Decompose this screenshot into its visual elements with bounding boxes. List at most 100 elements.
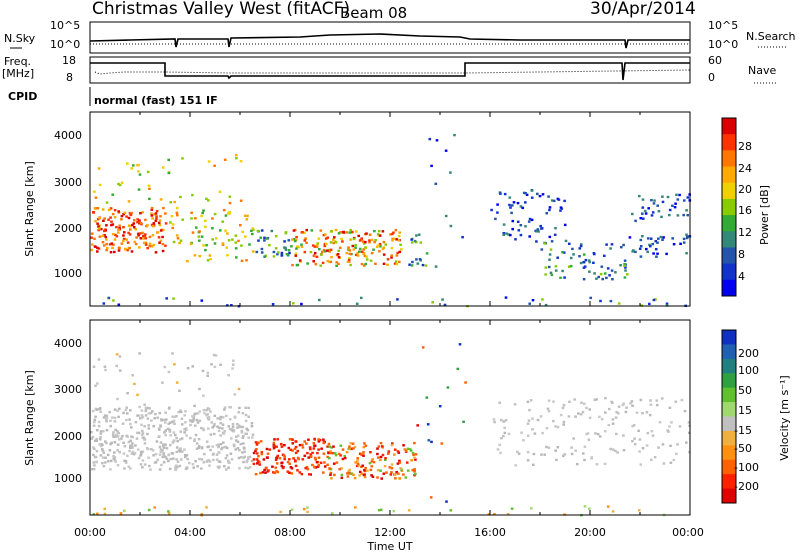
power-echo-region [673, 206, 677, 209]
velocity-echo-region [124, 461, 128, 464]
velocity-echo-region [112, 435, 115, 438]
velocity-echo-region [91, 409, 95, 413]
power-echo-region [654, 248, 658, 251]
power-echo-region [294, 252, 298, 255]
power-echo-region [655, 255, 658, 258]
velocity-echo-region [159, 424, 162, 427]
power-echo-region [104, 229, 107, 232]
power-echo-region [354, 253, 358, 257]
power-echo-region [208, 254, 212, 257]
velocity-echo-region [93, 447, 96, 450]
power-echo-region [164, 244, 167, 247]
power-echo-region [93, 237, 96, 240]
velocity-echo-region [113, 420, 117, 423]
velocity-echo-region [222, 432, 226, 435]
velocity-echo-region [622, 402, 625, 405]
velocity-echo-region [615, 432, 618, 436]
velocity-echo-region [179, 458, 183, 461]
velocity-echo-region [172, 419, 176, 422]
power-echo-region [336, 253, 340, 256]
velocity-echo-region [147, 456, 150, 459]
power-echo-region [424, 264, 428, 267]
velocity-echo-region [402, 444, 405, 447]
power-echo-region [176, 214, 179, 217]
power-echo-region [355, 302, 359, 305]
velocity-echo-region [607, 423, 611, 427]
velocity-echo-region [334, 454, 338, 457]
velocity-echo-region [167, 512, 171, 515]
velocity-echo-region [498, 401, 501, 404]
velocity-echo-region [237, 411, 241, 414]
velocity-echo-region [398, 459, 401, 462]
power-echo-region [563, 223, 567, 227]
power-echo-region [657, 210, 661, 213]
velocity-echo-region [113, 459, 117, 462]
power-echo-region [504, 296, 508, 299]
velocity-colorbar-tick-neg50: -50 [734, 442, 752, 455]
power-echo-region [330, 256, 333, 259]
velocity-echo-region [109, 442, 112, 446]
velocity-echo-region [159, 450, 163, 454]
velocity-echo-region [381, 453, 385, 457]
power-echo-region [584, 258, 588, 262]
power-echo-region [151, 225, 155, 228]
power-echo-region [421, 263, 425, 267]
velocity-echo-region [200, 467, 203, 470]
velocity-ytick-2000: 2000 [54, 430, 82, 443]
velocity-echo-region [95, 460, 98, 463]
power-echo-region [300, 243, 303, 246]
velocity-echo-region [427, 439, 431, 442]
power-echo-region [158, 241, 161, 244]
power-echo-region [122, 237, 126, 241]
velocity-echo-region [645, 411, 649, 414]
velocity-echo-region [316, 465, 320, 468]
velocity-echo-region [669, 444, 672, 447]
velocity-echo-region [97, 358, 101, 361]
velocity-echo-region [357, 464, 361, 467]
velocity-echo-region [96, 429, 99, 432]
power-echo-region [498, 191, 502, 194]
power-echo-region [263, 255, 266, 258]
power-echo-region [528, 302, 531, 305]
velocity-echo-region [356, 462, 360, 465]
power-echo-region [306, 262, 309, 265]
nave-label: Nave [748, 64, 776, 77]
velocity-echo-region [219, 442, 223, 446]
velocity-echo-region [236, 440, 240, 443]
velocity-echo-region [248, 466, 252, 469]
power-echo-region [329, 248, 333, 251]
velocity-echo-region [233, 393, 237, 396]
velocity-echo-region [414, 458, 417, 461]
velocity-echo-region [413, 441, 416, 445]
velocity-echo-region [183, 414, 186, 417]
power-echo-region [358, 239, 362, 242]
power-echo-region [686, 214, 689, 217]
velocity-echo-region [102, 430, 105, 433]
power-echo-region [235, 153, 238, 157]
power-echo-region [276, 253, 279, 256]
power-echo-region [98, 227, 101, 230]
power-echo-region [227, 212, 230, 215]
velocity-echo-region [159, 448, 163, 451]
velocity-echo-region [244, 466, 247, 469]
power-echo-region [685, 236, 689, 240]
power-echo-region [205, 244, 208, 247]
power-echo-region [144, 218, 147, 222]
velocity-echo-region [162, 455, 166, 458]
power-echo-region [310, 229, 314, 232]
velocity-colorbar-tick-100: 100 [738, 364, 759, 377]
power-echo-region [293, 239, 297, 243]
velocity-echo-region [176, 460, 180, 463]
power-echo-region [146, 170, 150, 174]
power-echo-region [228, 195, 232, 198]
power-echo-region [142, 237, 145, 240]
velocity-echo-region [90, 431, 93, 434]
velocity-echo-region [384, 457, 387, 460]
velocity-echo-region [180, 423, 184, 426]
velocity-echo-region [164, 433, 167, 437]
power-echo-region [191, 193, 194, 197]
power-echo-region [323, 250, 327, 253]
velocity-echo-region [183, 448, 186, 451]
velocity-echo-region [146, 417, 150, 420]
power-echo-region [200, 235, 204, 238]
